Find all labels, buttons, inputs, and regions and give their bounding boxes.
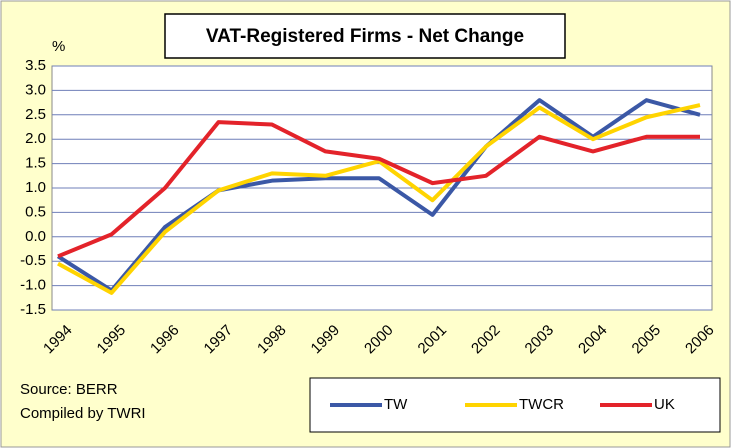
y-tick-label: -1.0 [20,277,46,294]
source-note: Source: BERR [20,381,118,398]
y-tick-label: 2.5 [25,106,46,123]
y-tick-label: 0.0 [25,228,46,245]
y-tick-label: 3.5 [25,57,46,74]
legend-label: UK [654,396,675,413]
series-line [57,103,701,295]
y-axis-label: % [52,38,65,55]
y-tick-label: -1.5 [20,301,46,318]
chart-title: VAT-Registered Firms - Net Change [206,26,524,47]
series-line [57,120,700,259]
title-box [164,13,566,59]
legend-label: TW [384,396,408,413]
y-tick-label: 1.0 [25,179,46,196]
series-line [56,98,701,293]
y-tick-label: 1.5 [25,155,46,172]
compiled-note: Compiled by TWRI [20,405,146,422]
legend-label: TWCR [519,396,564,413]
y-tick-label: 0.5 [25,203,46,220]
y-tick-label: 2.0 [25,130,46,147]
y-tick-label: -0.5 [20,252,46,269]
y-tick-label: 3.0 [25,81,46,98]
